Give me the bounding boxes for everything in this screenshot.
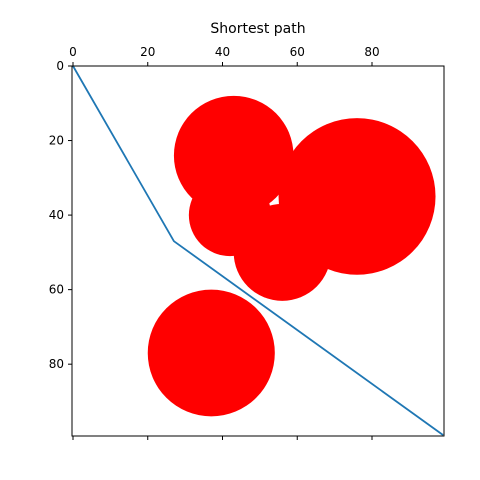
y-tick-label-40: 40 [49,208,64,222]
x-axis-ticks: 0 20 40 60 80 [69,45,380,440]
x-tick-label-20: 20 [140,45,155,59]
chart-title: Shortest path [210,21,305,37]
obstacle-layer [147,95,436,417]
y-axis-ticks: 0 20 40 60 80 [49,59,72,371]
y-tick-label-0: 0 [56,59,64,73]
obstacle-4 [147,289,275,417]
x-tick-label-0: 0 [69,45,77,59]
x-tick-label-40: 40 [215,45,230,59]
y-tick-label-80: 80 [49,357,64,371]
obstacle-3 [278,118,436,275]
x-tick-label-60: 60 [290,45,305,59]
shortest-path-line [72,65,444,436]
path-layer [72,65,444,436]
plot-frame [71,65,445,437]
y-tick-label-60: 60 [49,283,64,297]
y-tick-label-20: 20 [49,134,64,148]
x-tick-label-80: 80 [364,45,379,59]
